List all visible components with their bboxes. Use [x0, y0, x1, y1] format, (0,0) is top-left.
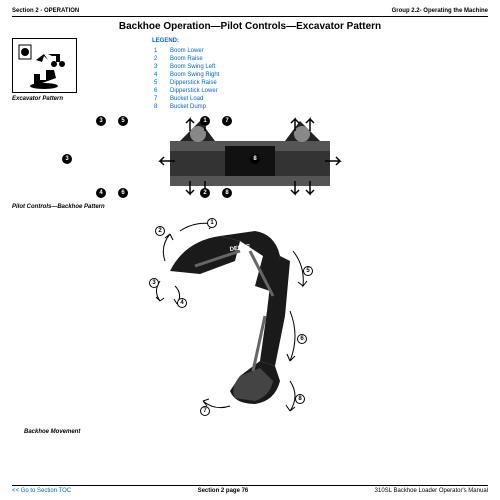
- backhoe-movement-diagram: DEERE 2 1 5 3 4 6 8 7: [145, 216, 355, 426]
- control-num-3b: 3: [62, 154, 72, 164]
- legend-table: 1Boom Lower 2Boom Raise 3Boom Swing Left…: [152, 46, 227, 112]
- excavator-pattern-caption: Excavator Pattern: [12, 96, 142, 102]
- control-num-1: 1: [200, 116, 210, 126]
- pilot-controls-diagram: 3 5 1 7 3 8 4 6 2 8: [12, 116, 488, 201]
- move-num-8: 8: [295, 394, 305, 404]
- page-title: Backhoe Operation—Pilot Controls—Excavat…: [12, 21, 488, 32]
- control-num-3: 3: [96, 116, 106, 126]
- move-num-4: 4: [177, 298, 187, 308]
- footer-toc-link[interactable]: << Go to Section TOC: [12, 488, 71, 494]
- move-num-6: 6: [297, 334, 307, 344]
- backhoe-movement-caption: Backhoe Movement: [24, 429, 488, 435]
- footer-manual: 310SL Backhoe Loader Operator's Manual: [375, 488, 488, 494]
- footer-page: Section 2 page 76: [198, 488, 249, 494]
- control-num-5: 5: [118, 116, 128, 126]
- pilot-controls-caption: Pilot Controls—Backhoe Pattern: [12, 204, 488, 210]
- control-num-2: 2: [200, 188, 210, 198]
- move-num-5: 5: [303, 266, 313, 276]
- pattern-icon-box: [12, 38, 77, 93]
- section-header-right: Group 2.2- Operating the Machine: [392, 8, 488, 14]
- move-num-3: 3: [149, 278, 159, 288]
- control-num-4: 4: [96, 188, 106, 198]
- section-header-left: Section 2 - OPERATION: [12, 8, 79, 14]
- control-num-6: 6: [118, 188, 128, 198]
- move-num-7: 7: [200, 406, 210, 416]
- control-num-8: 8: [250, 154, 260, 164]
- move-num-2: 2: [155, 226, 165, 236]
- legend-header: LEGEND:: [152, 38, 488, 44]
- move-num-1: 1: [207, 218, 217, 228]
- control-num-7: 7: [222, 116, 232, 126]
- control-num-8b: 8: [222, 188, 232, 198]
